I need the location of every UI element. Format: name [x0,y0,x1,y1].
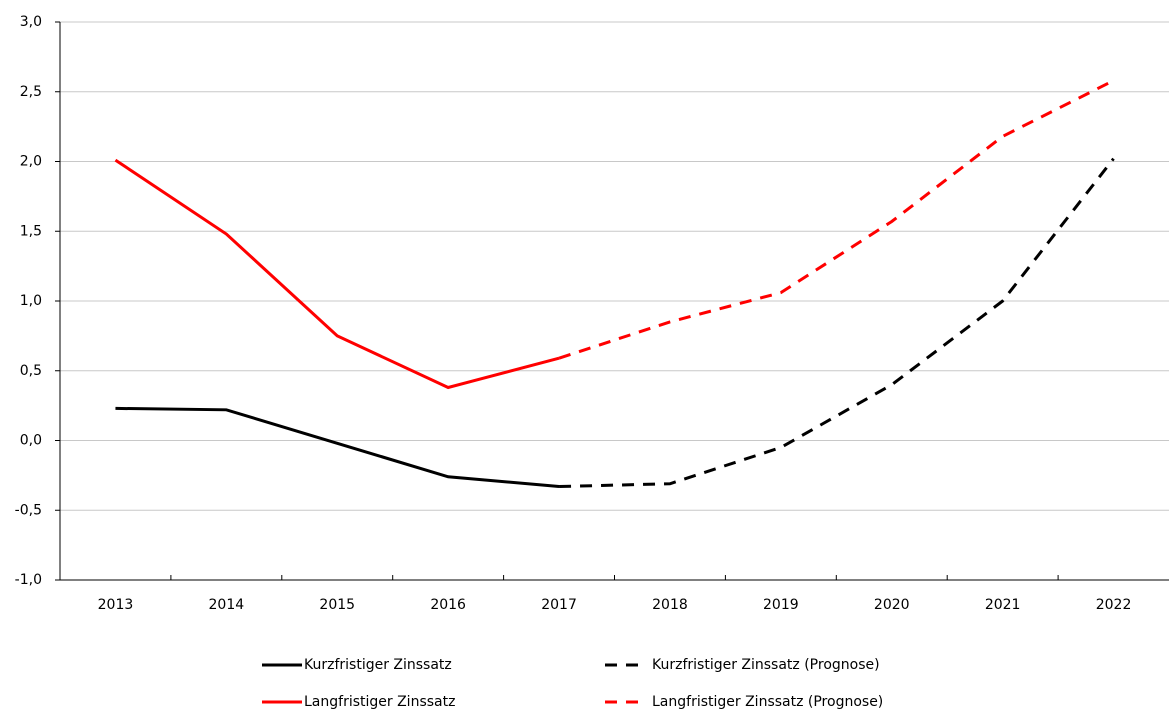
legend-label: Langfristiger Zinssatz (Prognose) [652,694,883,710]
y-tick-label: 1,5 [20,223,42,239]
y-tick-label: -0,5 [15,502,42,518]
y-tick-label: -1,0 [15,572,42,588]
x-tick-label: 2021 [985,597,1021,613]
legend-label: Langfristiger Zinssatz [304,694,455,710]
x-tick-label: 2022 [1096,597,1132,613]
x-tick-label: 2016 [430,597,466,613]
series-line [114,158,560,390]
y-tick-label: 2,5 [20,84,42,100]
x-tick-label: 2014 [209,597,245,613]
y-tick-label: 0,0 [20,433,42,449]
series-line [559,157,1115,489]
x-tick-label: 2019 [763,597,799,613]
y-tick-label: 2,0 [20,154,42,170]
x-tick-label: 2018 [652,597,688,613]
y-tick-label: 1,0 [20,293,42,309]
x-tick-label: 2013 [98,597,134,613]
x-tick-label: 2015 [319,597,355,613]
x-tick-label: 2020 [874,597,910,613]
series-line [115,406,560,489]
y-tick-label: 3,0 [20,14,42,30]
y-tick-label: 0,5 [20,363,42,379]
series-line [558,79,1115,360]
legend-label: Kurzfristiger Zinssatz (Prognose) [652,657,880,673]
x-tick-label: 2017 [541,597,577,613]
legend-label: Kurzfristiger Zinssatz [304,657,452,673]
